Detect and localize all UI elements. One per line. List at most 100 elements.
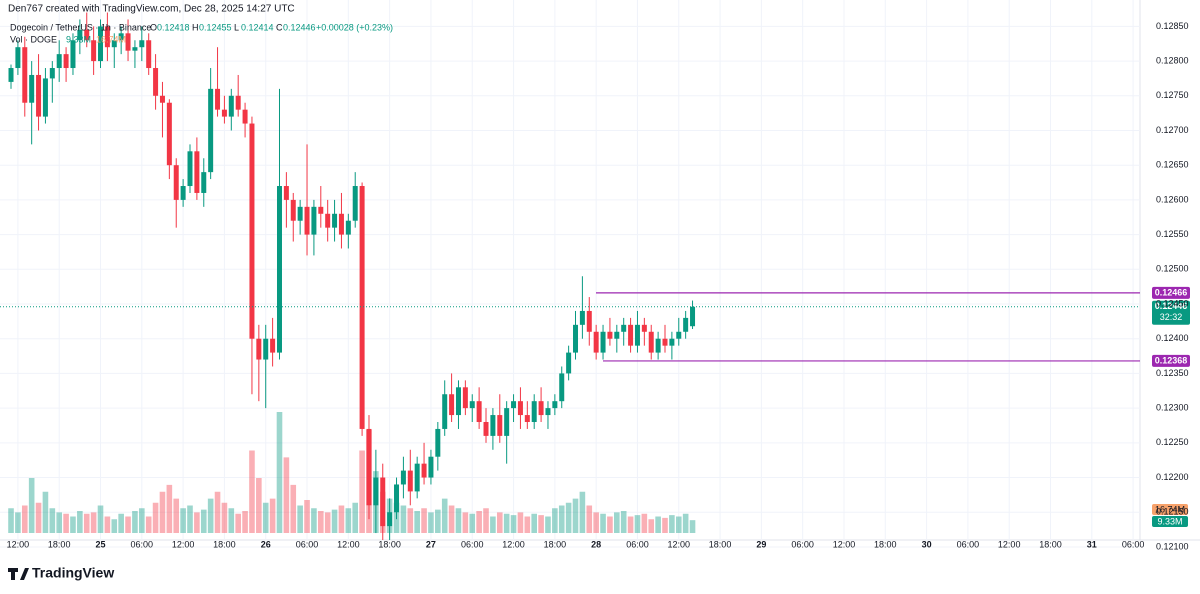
level-tag xyxy=(1152,354,1190,367)
volume-bar xyxy=(524,516,531,533)
candle-body xyxy=(63,54,69,69)
ohlc-key: L xyxy=(234,22,239,32)
x-tick-label: 12:00 xyxy=(502,539,525,549)
candle-body xyxy=(683,317,689,332)
volume-bar xyxy=(503,513,510,533)
candle-body xyxy=(559,373,565,402)
y-tick-label: 0.12400 xyxy=(1156,333,1189,343)
candle-body xyxy=(118,33,124,41)
ohlc-value: 0.12446 xyxy=(283,22,316,32)
candle-body xyxy=(221,109,227,117)
candle-body xyxy=(208,88,214,173)
volume-bar xyxy=(552,508,558,533)
volume-bar xyxy=(558,505,565,533)
candle-body xyxy=(304,206,310,235)
volume-bar xyxy=(83,513,90,533)
last-price-tag xyxy=(1152,300,1190,325)
candle-body xyxy=(15,47,21,69)
candle-body xyxy=(70,40,76,69)
volume-bar xyxy=(359,450,365,533)
candle-body xyxy=(621,324,627,332)
y-tick-label: 0.12750 xyxy=(1156,90,1189,100)
candle-body xyxy=(29,74,35,103)
volume-bar xyxy=(345,508,352,533)
y-tick-label: 0.12850 xyxy=(1156,21,1189,31)
x-tick-label: 18:00 xyxy=(709,539,732,549)
candle-body xyxy=(153,68,159,96)
candle-body xyxy=(173,165,179,200)
x-tick-label: 18:00 xyxy=(1039,539,1062,549)
volume-bar xyxy=(97,505,104,533)
volume-bar xyxy=(221,502,228,533)
volume-bar xyxy=(90,512,97,533)
x-tick-label: 26 xyxy=(261,539,271,549)
candle-body xyxy=(201,172,207,193)
candle-body xyxy=(98,26,104,62)
candle-body xyxy=(338,213,344,235)
volume-bar xyxy=(435,509,441,533)
volume-bar xyxy=(8,508,14,533)
volume-bar xyxy=(620,511,627,533)
volume-bar xyxy=(200,509,207,533)
volume-bar xyxy=(111,519,118,533)
candle-body xyxy=(469,401,475,409)
level-tag xyxy=(1152,286,1190,299)
volume-bar xyxy=(579,491,586,533)
volume-bar xyxy=(262,502,269,533)
volume-bar xyxy=(42,491,49,533)
volume-last-tag xyxy=(1152,516,1188,527)
symbol-title: Dogecoin / TetherUS · 1h · Binance xyxy=(10,22,151,32)
candle-body xyxy=(249,123,255,339)
volume-bar xyxy=(441,498,448,533)
volume-bar xyxy=(496,512,503,533)
candle-body xyxy=(394,484,400,513)
volume-bar xyxy=(15,512,21,533)
candle-body xyxy=(511,401,517,409)
volume-bar xyxy=(125,516,131,533)
volume-bar xyxy=(455,508,462,533)
candle-body xyxy=(476,401,482,423)
y-tick-label: 0.12100 xyxy=(1156,541,1189,551)
y-tick-label: 0.12600 xyxy=(1156,194,1189,204)
x-tick-label: 31 xyxy=(1087,539,1097,549)
volume-bar xyxy=(77,511,83,533)
candle-body xyxy=(132,47,138,51)
level-label: 0.12466 xyxy=(1155,287,1188,297)
candle-body xyxy=(332,213,338,228)
volume-bar xyxy=(214,491,221,533)
candle-body xyxy=(139,40,145,48)
x-tick-label: 30 xyxy=(922,539,932,549)
volume-bar xyxy=(104,516,111,533)
level-label: 0.12368 xyxy=(1155,355,1188,365)
candle-body xyxy=(490,415,496,436)
candle-body xyxy=(311,206,317,235)
volume-bar xyxy=(338,505,345,533)
x-tick-label: 12:00 xyxy=(7,539,30,549)
candle-body xyxy=(276,186,282,353)
volume-bar xyxy=(290,484,297,533)
candle-body xyxy=(380,477,386,527)
candle-body xyxy=(325,213,331,228)
volume-bar xyxy=(311,508,317,533)
candle-body xyxy=(146,40,152,69)
volume-ma-label: 16.74M xyxy=(1155,504,1185,514)
volume-bar xyxy=(662,517,668,533)
candle-body xyxy=(256,338,262,360)
candle-body xyxy=(400,470,406,485)
volume-bar xyxy=(269,498,276,533)
volume-bar xyxy=(139,508,145,533)
volume-bar xyxy=(166,484,173,533)
volume-bar xyxy=(70,516,76,533)
candle-body xyxy=(228,95,234,117)
candle-body xyxy=(504,408,510,436)
candle-body xyxy=(235,95,241,110)
x-tick-label: 06:00 xyxy=(296,539,319,549)
candle-body xyxy=(366,428,372,506)
volume-bar xyxy=(669,515,675,533)
volume-bar xyxy=(283,457,290,533)
volume-bar xyxy=(531,513,538,533)
candle-body xyxy=(49,68,55,79)
candle-body xyxy=(614,331,620,339)
